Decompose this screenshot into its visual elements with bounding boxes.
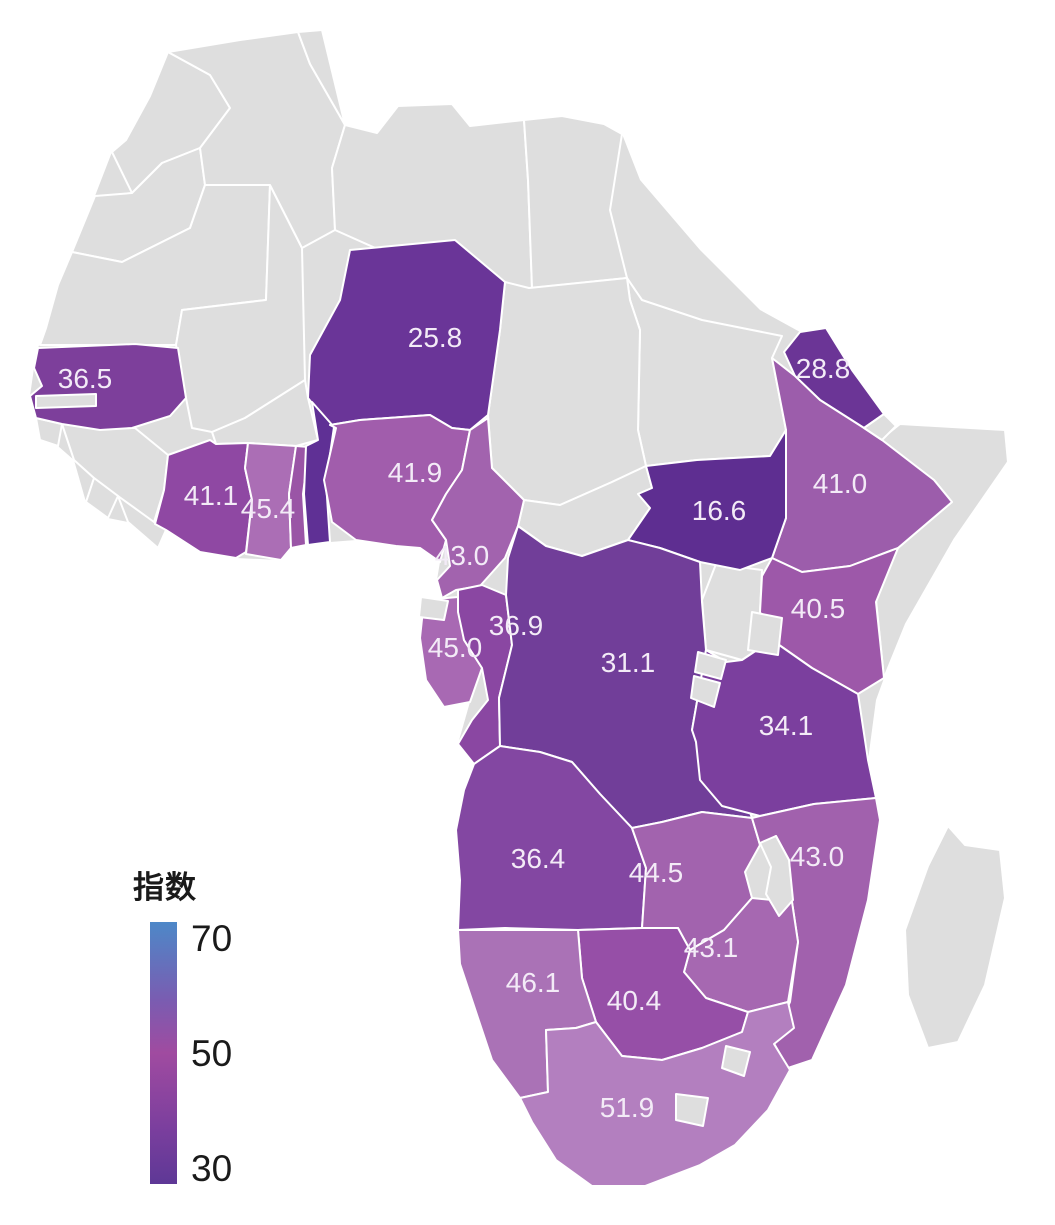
- value-label-kenya: 40.5: [791, 593, 846, 624]
- value-labels: 36.5 25.8 41.1 45.4 41.9 43.0 28.8 41.0 …: [58, 322, 868, 1123]
- legend-title: 指数: [133, 870, 197, 905]
- legend-gradient-bar: [150, 922, 177, 1184]
- country-senegal: [29, 343, 187, 431]
- legend: 指数 70 50 30: [133, 862, 273, 1202]
- country-burundi: [690, 675, 721, 708]
- value-label-tanzania: 34.1: [759, 710, 814, 741]
- value-label-niger: 25.8: [408, 322, 463, 353]
- value-label-zimbabwe: 43.1: [684, 932, 739, 963]
- value-label-mozambique: 43.0: [790, 841, 845, 872]
- value-label-cameroon: 43.0: [435, 540, 490, 571]
- country-rwanda: [694, 651, 727, 680]
- value-label-nigeria: 41.9: [388, 457, 443, 488]
- country-egypt: [523, 115, 628, 289]
- lake-victoria: [747, 611, 783, 656]
- country-malawi: [759, 835, 794, 917]
- country-equatorial-guinea: [418, 596, 449, 621]
- no-data-enclaves: [35, 393, 897, 1127]
- value-label-senegal: 36.5: [58, 363, 113, 394]
- country-lesotho: [675, 1093, 709, 1127]
- legend-tick-30: 30: [191, 1148, 233, 1189]
- value-label-south-africa: 51.9: [600, 1092, 655, 1123]
- legend-tick-50: 50: [191, 1033, 233, 1074]
- value-label-gabon: 45.0: [428, 632, 483, 663]
- value-label-botswana: 40.4: [607, 985, 662, 1016]
- country-chad: [487, 277, 647, 506]
- country-madagascar: [904, 825, 1006, 1049]
- value-label-ghana: 45.4: [241, 493, 296, 524]
- country-south-sudan: [627, 429, 787, 571]
- value-label-drc: 31.1: [601, 647, 656, 678]
- value-label-eritrea: 28.8: [796, 353, 851, 384]
- value-label-cote-divoire: 41.1: [184, 480, 239, 511]
- value-label-namibia: 46.1: [506, 967, 561, 998]
- value-label-ethiopia: 41.0: [813, 468, 868, 499]
- country-liberia: [117, 495, 167, 549]
- value-label-angola: 36.4: [511, 843, 566, 874]
- legend-tick-70: 70: [191, 918, 233, 959]
- data-countries: [29, 239, 953, 1187]
- value-label-zambia: 44.5: [629, 857, 684, 888]
- country-eswatini: [721, 1045, 751, 1077]
- value-label-congo: 36.9: [489, 610, 544, 641]
- country-kenya: [759, 547, 899, 695]
- country-sierra-leone: [85, 477, 119, 519]
- country-gambia: [35, 393, 97, 409]
- no-data-countries: [35, 29, 1009, 1049]
- country-cameroon: [431, 417, 525, 599]
- value-label-south-sudan: 16.6: [692, 495, 747, 526]
- country-djibouti: [863, 413, 897, 441]
- country-mali: [175, 184, 306, 433]
